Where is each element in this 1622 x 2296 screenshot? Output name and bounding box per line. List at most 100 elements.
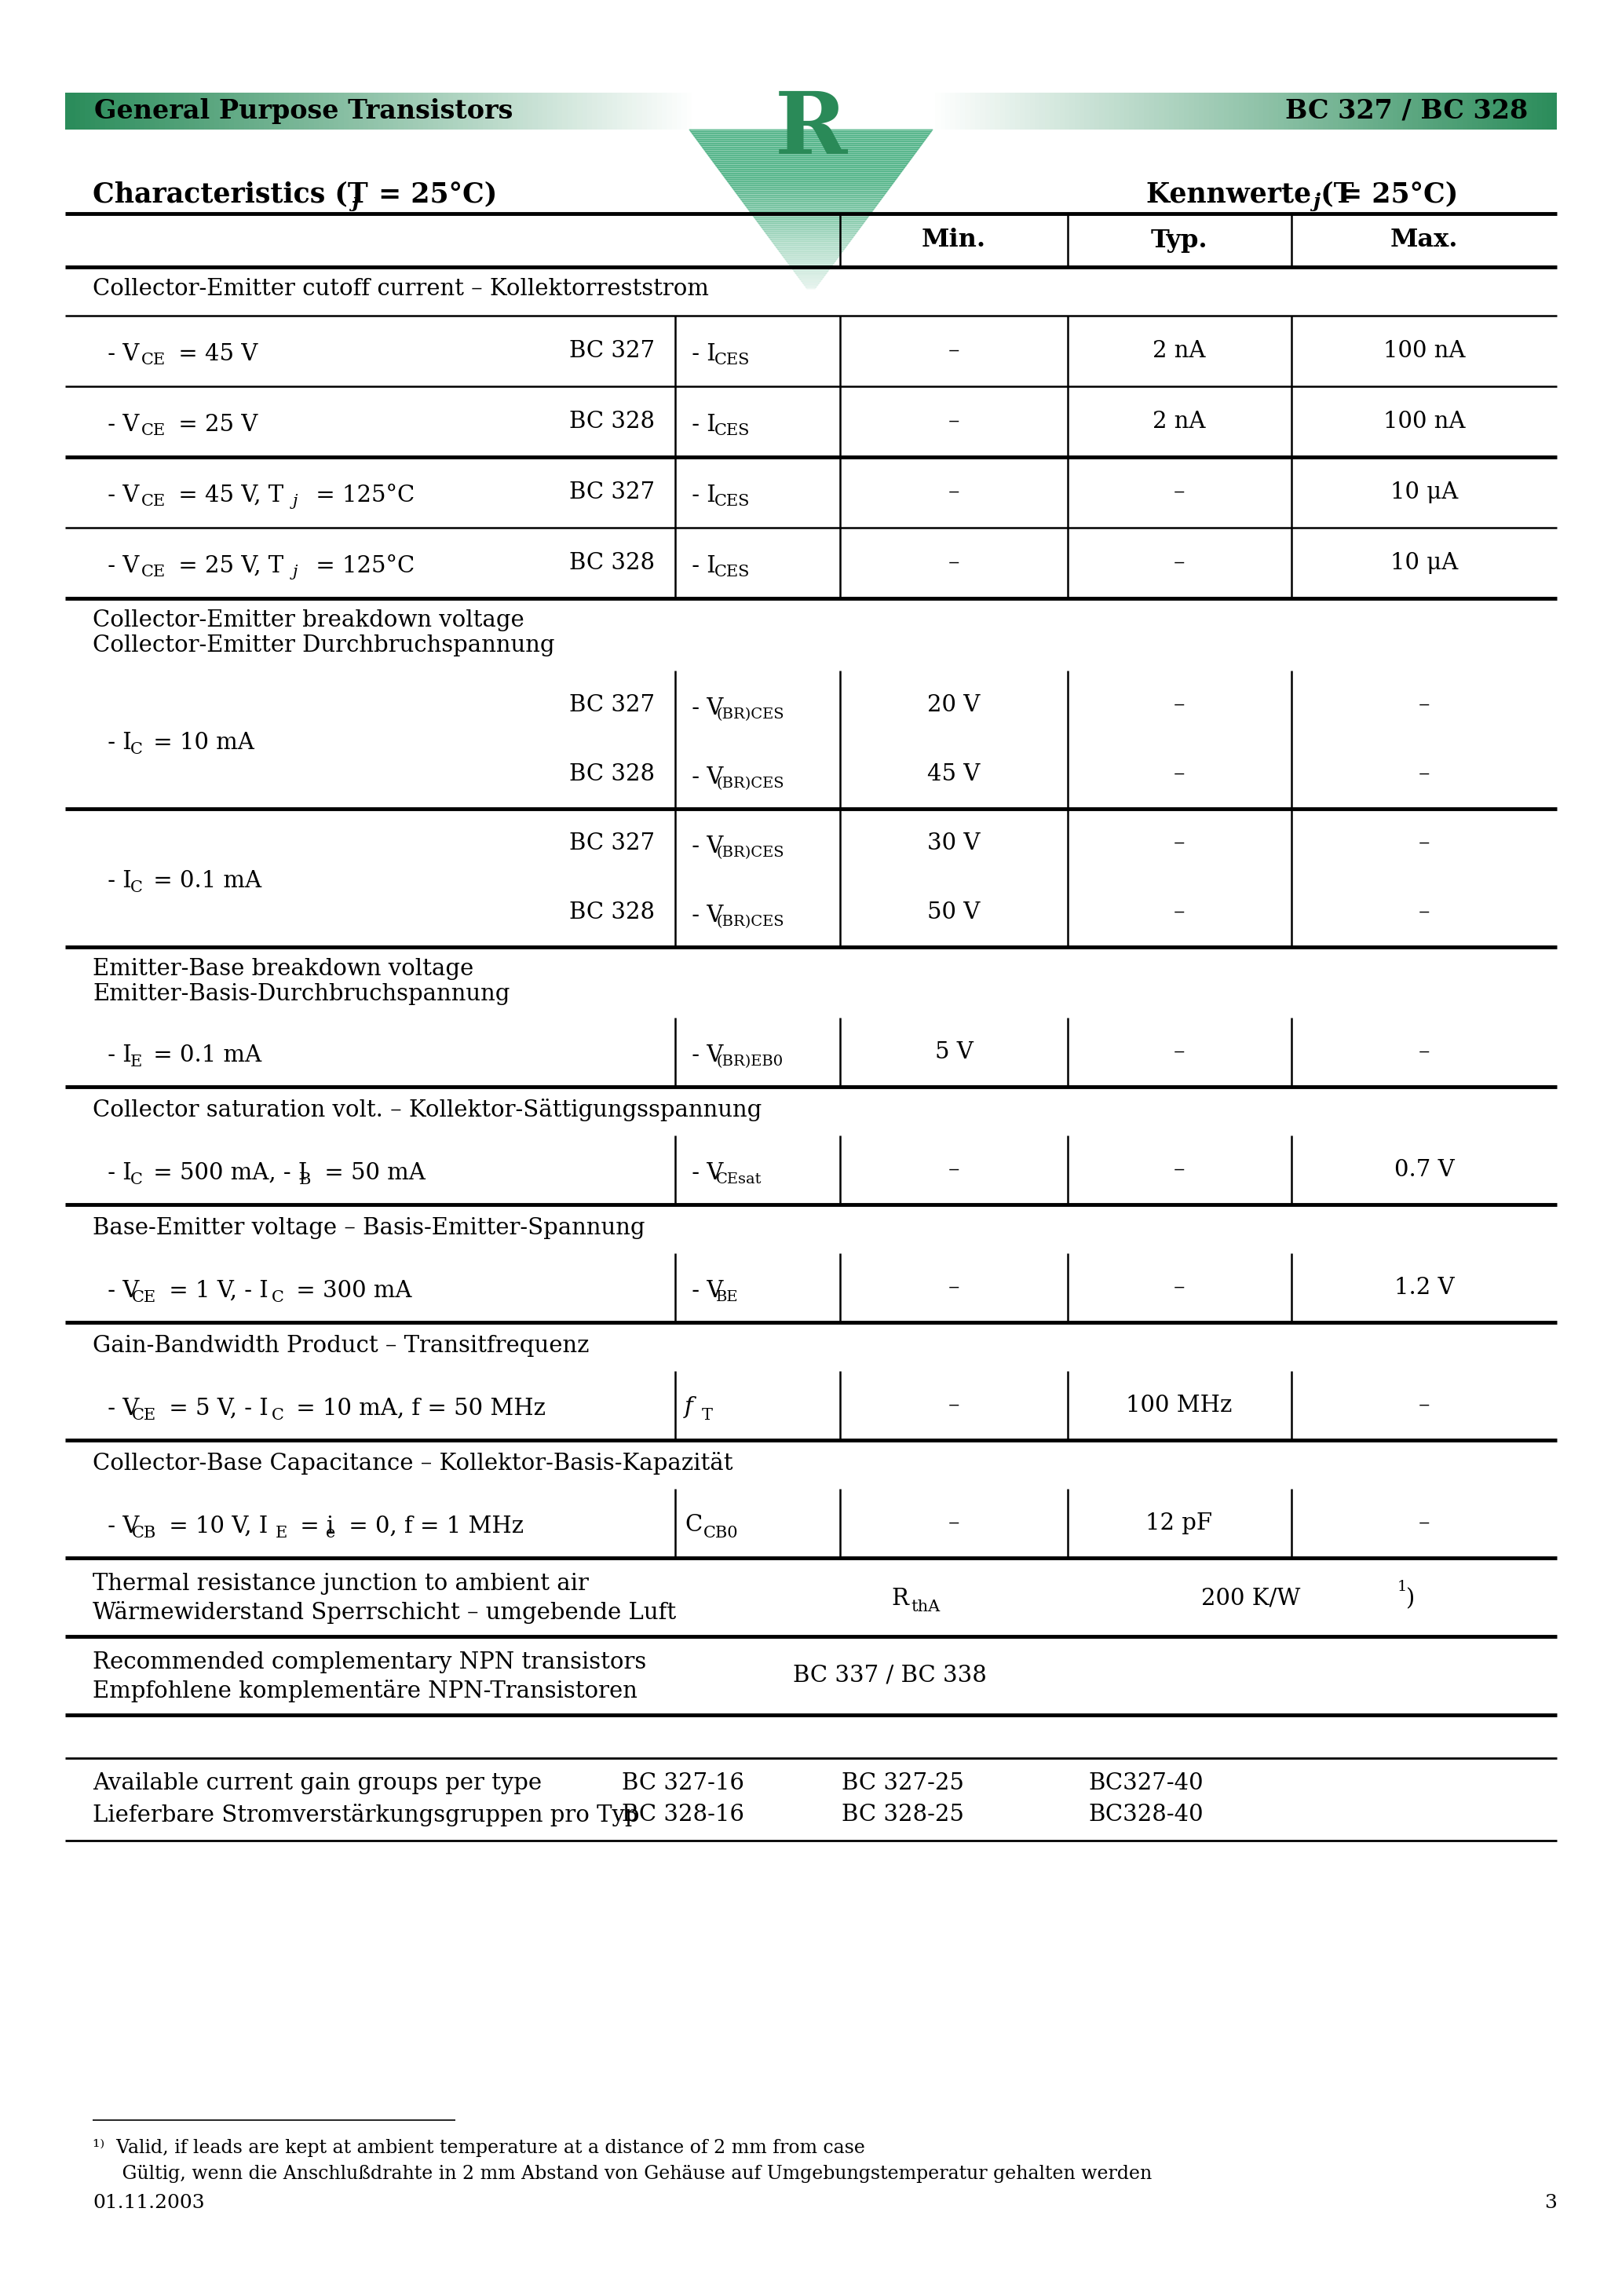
Bar (1144, 92, 1148, 129)
Bar (1069, 92, 1074, 129)
Text: –: – (1173, 902, 1186, 923)
Text: 30 V: 30 V (928, 833, 980, 854)
Bar (965, 92, 970, 129)
Text: BC 327: BC 327 (569, 833, 655, 854)
Text: - I: - I (684, 413, 715, 436)
Bar (1463, 92, 1468, 129)
Bar (478, 92, 483, 129)
Text: 2 nA: 2 nA (1153, 411, 1205, 432)
Bar (1229, 92, 1234, 129)
Text: = 25 V, T: = 25 V, T (172, 556, 284, 576)
Bar (373, 92, 378, 129)
Bar (423, 92, 428, 129)
Bar (761, 92, 766, 129)
Text: - V: - V (101, 1279, 139, 1302)
Bar (483, 92, 488, 129)
Text: BC 327-25: BC 327-25 (842, 1773, 963, 1793)
Bar (1114, 92, 1119, 129)
Text: - V: - V (684, 1045, 723, 1065)
Text: BC 327-16: BC 327-16 (621, 1773, 744, 1793)
Text: Max.: Max. (1390, 227, 1458, 253)
Text: CE: CE (141, 425, 165, 439)
Text: Collector-Base Capacitance – Kollektor-Basis-Kapazität: Collector-Base Capacitance – Kollektor-B… (92, 1453, 733, 1474)
Bar (334, 92, 339, 129)
Text: - V: - V (101, 1398, 139, 1419)
Text: = i: = i (294, 1515, 334, 1538)
Bar (667, 92, 672, 129)
Bar (175, 92, 180, 129)
Bar (1377, 92, 1384, 129)
Bar (344, 92, 349, 129)
Text: –: – (949, 411, 960, 432)
Bar (229, 92, 234, 129)
Bar (1100, 92, 1105, 129)
Bar (1319, 92, 1324, 129)
Text: - I: - I (101, 1162, 131, 1185)
Bar (1273, 92, 1278, 129)
Bar (1437, 92, 1442, 129)
Text: General Purpose Transistors: General Purpose Transistors (94, 99, 513, 124)
Bar (1309, 92, 1314, 129)
Bar (1105, 92, 1109, 129)
Bar (1552, 92, 1557, 129)
Bar (1124, 92, 1129, 129)
Bar (1194, 92, 1199, 129)
Text: j: j (1312, 193, 1320, 211)
Bar (691, 92, 696, 129)
Bar (607, 92, 611, 129)
Bar (1473, 92, 1478, 129)
Bar (457, 92, 462, 129)
Bar (378, 92, 383, 129)
Text: BC 327: BC 327 (569, 340, 655, 363)
Bar (289, 92, 294, 129)
Text: - V: - V (684, 836, 723, 856)
Text: 100 nA: 100 nA (1384, 340, 1465, 363)
Bar (628, 92, 633, 129)
Bar (881, 92, 886, 129)
Bar (154, 92, 159, 129)
Bar (1413, 92, 1418, 129)
Text: j: j (294, 565, 298, 581)
Bar (428, 92, 433, 129)
Text: Recommended complementary NPN transistors: Recommended complementary NPN transistor… (92, 1651, 646, 1674)
Text: 2 nA: 2 nA (1153, 340, 1205, 363)
Text: CE: CE (141, 354, 165, 367)
Text: Collector-Emitter breakdown voltage: Collector-Emitter breakdown voltage (92, 608, 524, 631)
Text: C: C (130, 879, 143, 895)
Text: Typ.: Typ. (1150, 227, 1208, 253)
Bar (1085, 92, 1090, 129)
Bar (474, 92, 478, 129)
Bar (130, 92, 135, 129)
Text: (BR)CES: (BR)CES (715, 914, 783, 930)
Bar (1543, 92, 1547, 129)
Text: (BR)CES: (BR)CES (715, 776, 783, 790)
Text: –: – (1419, 1513, 1431, 1534)
Bar (320, 92, 324, 129)
Text: CE: CE (141, 494, 165, 510)
Text: = 125°C: = 125°C (308, 556, 415, 576)
Bar (209, 92, 214, 129)
Bar (681, 92, 686, 129)
Bar (1468, 92, 1473, 129)
Bar (931, 92, 936, 129)
Bar (274, 92, 279, 129)
Bar (696, 92, 702, 129)
Bar (1478, 92, 1483, 129)
Bar (1393, 92, 1398, 129)
Bar (830, 92, 835, 129)
Text: 10 μA: 10 μA (1390, 551, 1458, 574)
Bar (652, 92, 657, 129)
Bar (816, 92, 821, 129)
Text: Lieferbare Stromverstärkungsgruppen pro Typ: Lieferbare Stromverstärkungsgruppen pro … (92, 1802, 639, 1825)
Bar (611, 92, 616, 129)
Text: BC 327: BC 327 (569, 482, 655, 503)
Text: BC328-40: BC328-40 (1088, 1805, 1204, 1825)
Bar (1298, 92, 1302, 129)
Bar (144, 92, 149, 129)
Bar (602, 92, 607, 129)
Text: T: T (702, 1407, 712, 1424)
Text: = 125°C: = 125°C (308, 484, 415, 507)
Bar (1497, 92, 1502, 129)
Bar (1208, 92, 1213, 129)
Bar (358, 92, 363, 129)
